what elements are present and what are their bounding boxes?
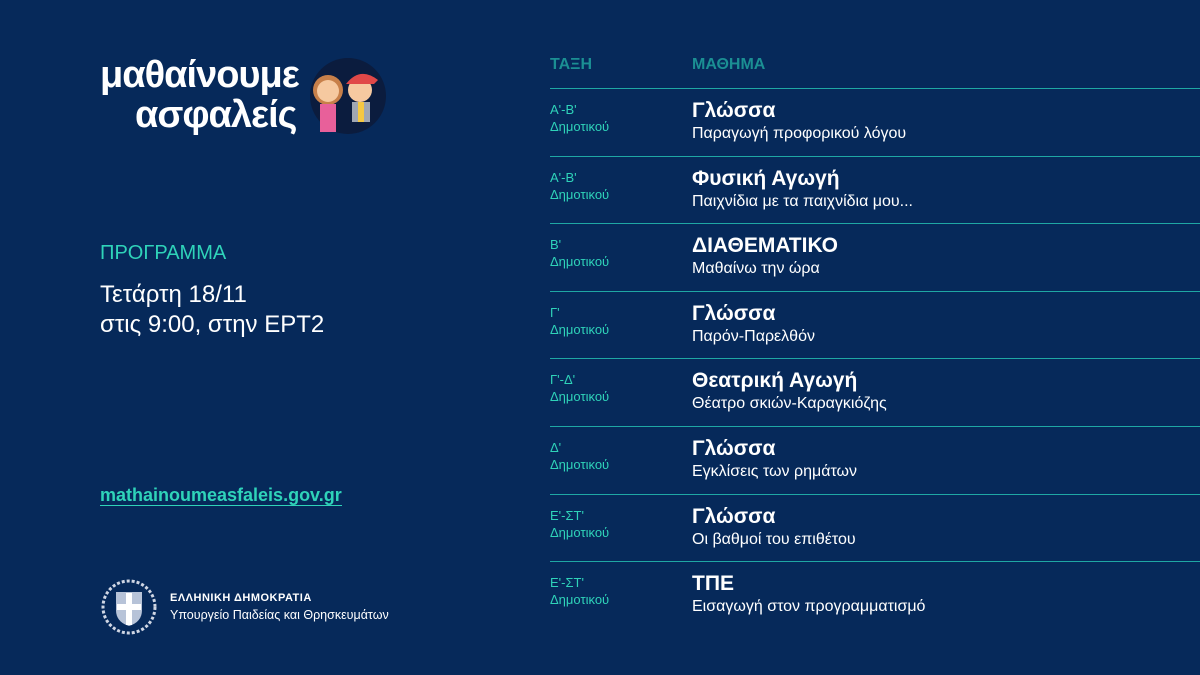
grade-cell: Α'-Β' Δημοτικού — [550, 102, 610, 134]
subject-cell: Γλώσσα Οι βαθμοί του επιθέτου — [692, 504, 856, 548]
subject-cell: Γλώσσα Παρόν-Παρελθόν — [692, 301, 815, 345]
table-row: Β' Δημοτικού ΔΙΑΘΕΜΑΤΙΚΟ Μαθαίνω την ώρα — [550, 223, 1200, 291]
header-subject: ΜΑΘΗΜΑ — [692, 56, 766, 73]
table-row: Α'-Β' Δημοτικού Γλώσσα Παραγωγή προφορικού… — [550, 88, 1200, 156]
subject-cell: Φυσική Αγωγή Παιχνίδια με τα παιχνίδια μο… — [692, 166, 913, 210]
grade-cell: Β' Δημοτικού — [550, 237, 610, 270]
subject-cell: Γλώσσα Εγκλίσεις των ρημάτων — [692, 436, 858, 480]
grade-cell: Α'-Β' Δημοτικού — [550, 169, 610, 202]
grade-cell: Ε'-ΣΤ' Δημοτικού — [550, 575, 610, 608]
subject-cell: ΤΠΕ Εισαγωγή στον προγραμματισμό — [692, 572, 926, 616]
program-label: ΠΡΟΓΡΑΜΜΑ — [100, 242, 227, 264]
table-row: Γ' Δημοτικού Γλώσσα Παρόν-Παρελθόν — [550, 290, 1200, 359]
table-row: Ε'-ΣΤ' Δημοτικού ΤΠΕ Εισαγωγή στον προγραμ… — [550, 561, 1200, 629]
table-row: Γ'-Δ' Δημοτικού Θεατρική Αγωγή Θέατρο σκιώ… — [550, 358, 1200, 426]
subject-cell: ΔΙΑΘΕΜΑΤΙΚΟ Μαθαίνω την ώρα — [692, 234, 838, 278]
table-row: Α'-Β' Δημοτικού Φυσική Αγωγή Παιχνίδια με … — [550, 155, 1200, 224]
table-row: Δ' Δημοτικού Γλώσσα Εγκλίσεις των ρημάτων — [550, 425, 1200, 494]
grade-cell: Ε'-ΣΤ' Δημοτικού — [550, 507, 610, 540]
subject-cell: Γλώσσα Παραγωγή προφορικού λόγου — [692, 99, 907, 142]
brand-logo: μαθαίνουμε ασφαλείς — [100, 54, 300, 136]
schedule-table: Α'-Β' Δημοτικού Γλώσσα Παραγωγή προφορικού… — [550, 88, 1200, 629]
header-grade: ΤΑΞΗ — [550, 56, 592, 73]
greek-emblem-icon — [101, 579, 157, 635]
subject-cell: Θεατρική Αγωγή Θέατρο σκιών-Καραγκιόζης — [692, 369, 887, 413]
website-link[interactable]: mathainoumeasfaleis.gov.gr — [100, 485, 342, 506]
grade-cell: Δ' Δημοτικού — [550, 439, 610, 472]
government-logo: ΕΛΛΗΝΙΚΗ ΔΗΜΟΚΡΑΤΙΑ Υπουργείο Παιδείας κ… — [100, 578, 389, 636]
program-datetime: Τετάρτη 18/11 στις 9:00, στην ΕΡΤ2 — [100, 281, 325, 338]
table-row: Ε'-ΣΤ' Δημοτικού Γλώσσα Οι βαθμοί του επιθ… — [550, 493, 1200, 562]
grade-cell: Γ'-Δ' Δημοτικού — [550, 372, 610, 405]
kids-illustration-icon — [310, 58, 386, 134]
grade-cell: Γ' Δημοτικού — [550, 304, 610, 337]
